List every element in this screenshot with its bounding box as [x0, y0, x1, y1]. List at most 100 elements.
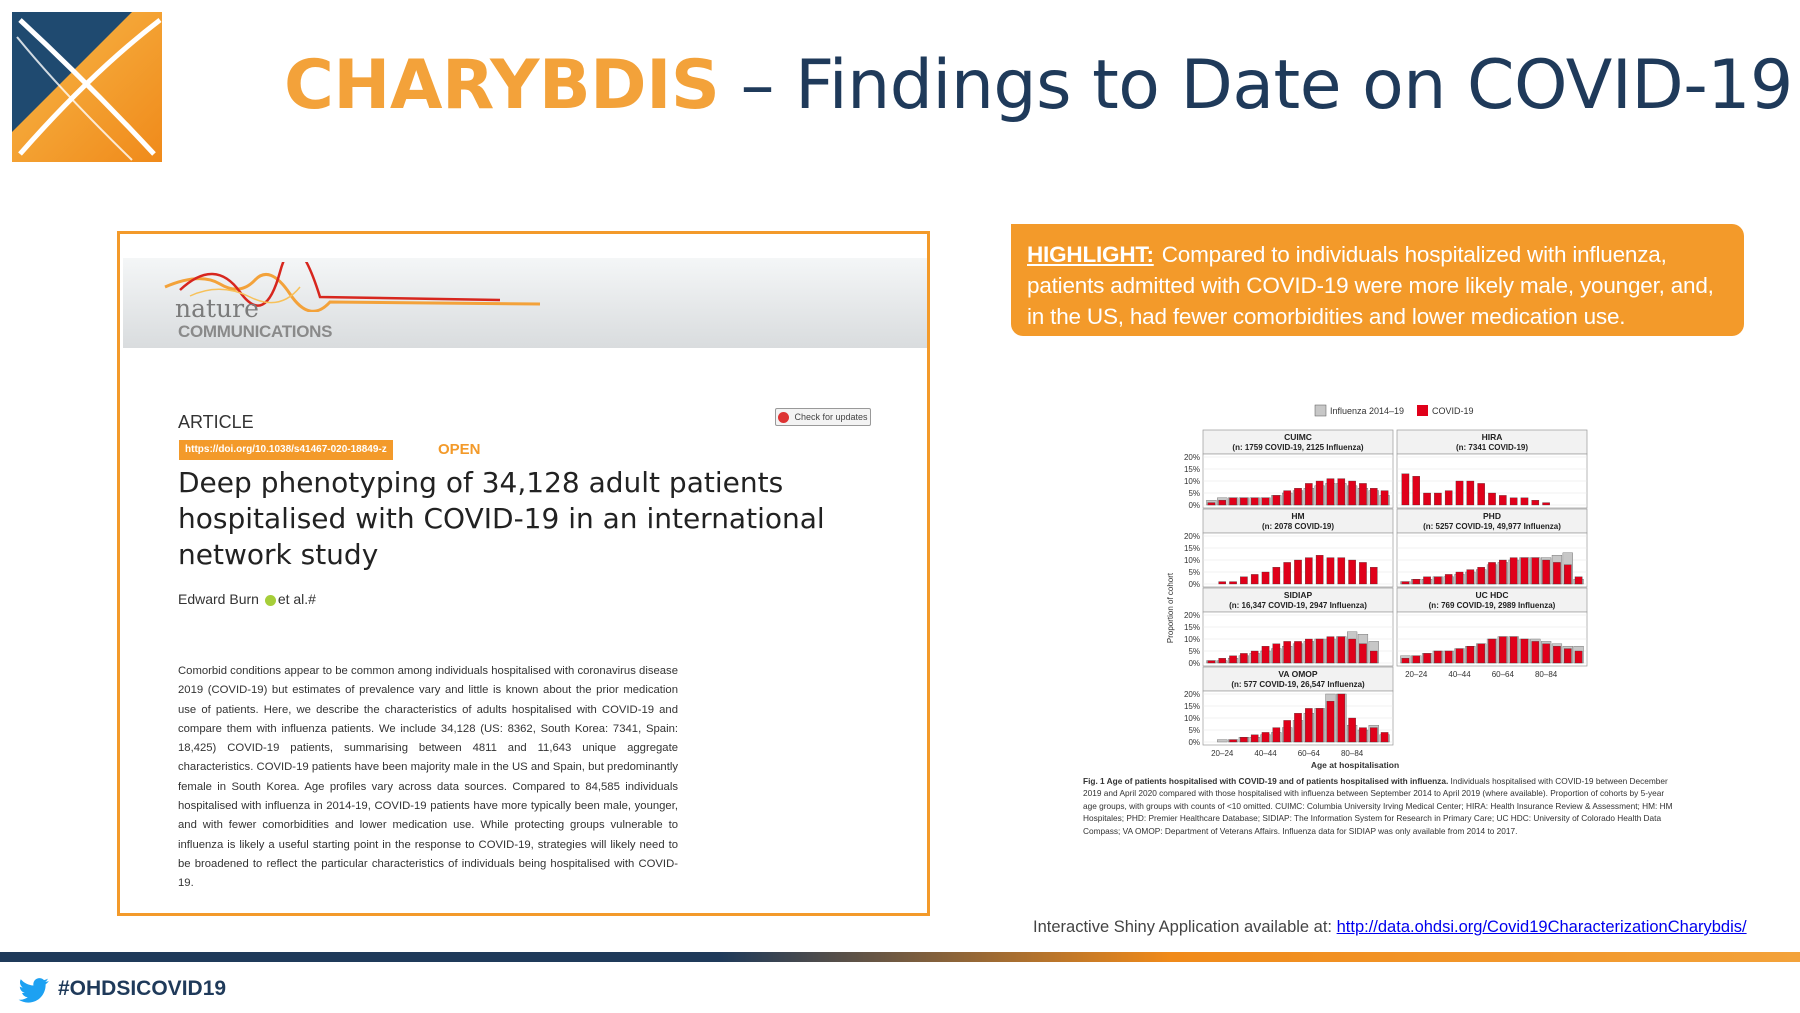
covid-bar: [1305, 557, 1313, 585]
covid-bar: [1348, 638, 1356, 664]
covid-bar: [1315, 555, 1324, 585]
covid-bar: [1455, 480, 1464, 506]
covid-bar: [1337, 693, 1346, 743]
covid-bar: [1337, 557, 1346, 585]
covid-bar: [1574, 576, 1583, 585]
article-type: ARTICLE: [178, 412, 254, 432]
legend-influenza-swatch: [1314, 404, 1327, 417]
covid-bar: [1229, 739, 1237, 743]
covid-bar: [1315, 638, 1324, 664]
x-tick-label: 40–44: [1254, 749, 1277, 758]
covid-bar: [1229, 581, 1237, 585]
covid-bar: [1401, 473, 1410, 506]
covid-bar: [1434, 576, 1442, 585]
figure-caption: Fig. 1 Age of patients hospitalised with…: [1083, 775, 1679, 837]
covid-bar: [1359, 562, 1367, 585]
y-tick-label: 0%: [1188, 580, 1200, 589]
covid-bar: [1207, 660, 1216, 664]
covid-bar: [1294, 488, 1302, 506]
covid-bar: [1466, 569, 1475, 585]
covid-bar: [1315, 708, 1324, 743]
covid-bar: [1499, 559, 1507, 585]
covid-bar: [1499, 495, 1507, 506]
covid-bar: [1359, 727, 1367, 743]
covid-bar: [1326, 557, 1335, 585]
covid-bar: [1337, 478, 1346, 506]
title-rest: – Findings to Date on COVID-19: [719, 46, 1793, 125]
covid-bar: [1305, 708, 1313, 743]
panel-subtitle: (n: 577 COVID-19, 26,547 Influenza): [1231, 680, 1365, 689]
covid-bar: [1370, 727, 1378, 743]
shiny-link[interactable]: http://data.ohdsi.org/Covid19Characteriz…: [1336, 918, 1747, 936]
covid-bar: [1553, 562, 1561, 585]
covid-bar: [1564, 648, 1572, 664]
covid-bar: [1531, 500, 1540, 506]
covid-bar: [1272, 567, 1281, 585]
y-tick-label: 0%: [1188, 738, 1200, 747]
covid-bar: [1294, 559, 1302, 585]
covid-bar: [1488, 562, 1496, 585]
covid-bar: [1423, 492, 1431, 506]
paper-title: Deep phenotyping of 34,128 adult patient…: [178, 466, 825, 571]
caption-text: Individuals hospitalised with COVID-19 b…: [1083, 776, 1673, 836]
panel-title: UC HDC: [1475, 590, 1508, 600]
panel-subtitle: (n: 1759 COVID-19, 2125 Influenza): [1232, 443, 1363, 452]
covid-bar: [1250, 734, 1259, 743]
y-tick-label: 10%: [1184, 477, 1200, 486]
journal-wave-icon: [164, 262, 541, 312]
covid-bar: [1466, 646, 1475, 664]
y-tick-label: 15%: [1184, 623, 1200, 632]
covid-bar: [1509, 497, 1518, 506]
covid-bar: [1326, 701, 1335, 743]
journal-subtitle: COMMUNICATIONS: [178, 322, 333, 341]
covid-bar: [1380, 732, 1389, 743]
panel-title: CUIMC: [1284, 432, 1312, 442]
covid-bar: [1283, 490, 1291, 506]
author-name: Edward Burn: [178, 591, 259, 607]
y-tick-label: 20%: [1184, 611, 1200, 620]
doi-link[interactable]: https://doi.org/10.1038/s41467-020-18849…: [179, 440, 393, 460]
covid-bar: [1455, 571, 1464, 585]
shiny-note: Interactive Shiny Application available …: [1033, 918, 1747, 937]
covid-bar: [1283, 641, 1291, 664]
covid-bar: [1380, 490, 1389, 506]
check-updates-label: Check for updates: [794, 412, 868, 422]
y-tick-label: 0%: [1188, 501, 1200, 510]
check-updates-icon: [778, 411, 790, 423]
y-tick-label: 5%: [1188, 489, 1200, 498]
covid-bar: [1218, 500, 1226, 506]
covid-bar: [1305, 638, 1313, 664]
x-tick-label: 20–24: [1405, 670, 1428, 679]
footer-bar: [0, 952, 1800, 962]
influenza-bar: [1217, 739, 1228, 743]
covid-bar: [1261, 732, 1270, 743]
covid-bar: [1423, 653, 1431, 664]
covid-bar: [1520, 497, 1529, 506]
paper-preview: nature COMMUNICATIONS ARTICLE Check for …: [117, 231, 930, 916]
covid-bar: [1477, 567, 1485, 585]
covid-bar: [1359, 483, 1367, 506]
x-tick-label: 60–64: [1298, 749, 1321, 758]
legend-covid-swatch: [1417, 405, 1428, 416]
highlight-text: Compared to individuals hospitalized wit…: [1027, 242, 1714, 329]
caption-bold: Fig. 1 Age of patients hospitalised with…: [1083, 776, 1449, 786]
covid-bar: [1444, 490, 1453, 506]
check-updates-button[interactable]: Check for updates: [775, 408, 871, 426]
covid-bar: [1294, 641, 1302, 664]
covid-bar: [1477, 643, 1485, 664]
y-tick-label: 10%: [1184, 635, 1200, 644]
y-tick-label: 0%: [1188, 659, 1200, 668]
shiny-text: Interactive Shiny Application available …: [1033, 918, 1337, 936]
panel-header: [1202, 429, 1394, 455]
abstract: Comorbid conditions appear to be common …: [178, 665, 678, 890]
panel-subtitle: (n: 2078 COVID-19): [1262, 522, 1334, 531]
authors: Edward Burn et al.#: [178, 591, 316, 607]
covid-bar: [1531, 557, 1540, 585]
title-accent: CHARYBDIS: [284, 46, 720, 125]
covid-bar: [1509, 557, 1518, 585]
orcid-icon[interactable]: [264, 594, 276, 606]
highlight-label: HIGHLIGHT:: [1027, 242, 1154, 267]
y-tick-label: 15%: [1184, 702, 1200, 711]
covid-bar: [1250, 650, 1259, 664]
covid-bar: [1412, 579, 1420, 585]
